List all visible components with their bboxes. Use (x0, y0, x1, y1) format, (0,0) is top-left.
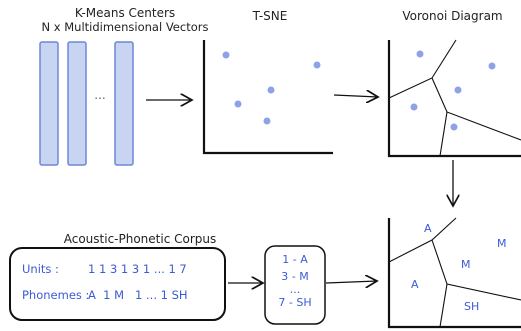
tsne-point (222, 51, 230, 59)
mapping-item: 3 - M (281, 270, 309, 283)
voronoi-plot (387, 39, 521, 158)
voronoi-point (454, 86, 462, 94)
mapping-list: 1 - A 3 - M ... 7 - SH (268, 251, 322, 311)
voronoi-point (410, 103, 418, 111)
tsne-title: T-SNE (252, 9, 288, 23)
voronoi-point (416, 50, 424, 58)
mapping-item: 7 - SH (278, 296, 312, 309)
vector-bar-2 (67, 41, 87, 166)
region-label: A (424, 222, 432, 235)
phonemes-row: Phonemes :A 1 M 1 ... 1 SH (22, 288, 188, 302)
tsne-point (263, 117, 271, 125)
tsne-axes (202, 40, 333, 155)
phonemes-label: Phonemes : (22, 288, 90, 302)
tsne-point (234, 100, 242, 108)
vector-bars (39, 41, 134, 166)
corpus-title: Acoustic-Phonetic Corpus (63, 232, 217, 246)
vector-bar-1 (39, 41, 59, 166)
region-label: SH (464, 300, 480, 313)
voronoi-point (450, 123, 458, 131)
tsne-point (267, 86, 275, 94)
arrow-tsne-to-voronoi (333, 95, 378, 97)
labeled-voronoi-axes (387, 218, 521, 329)
tsne-point (313, 61, 321, 69)
region-label: A (411, 278, 419, 291)
tsne-plot (202, 40, 333, 155)
arrow-mapping-to-voronoi (325, 281, 377, 283)
mapping-box (264, 245, 326, 325)
vector-ellipsis: ... (94, 88, 106, 102)
kmeans-title-line1: K-Means Centers (74, 6, 176, 20)
kmeans-title: K-Means Centers N x Multidimensional Vec… (20, 6, 230, 34)
units-row: Units : 1 1 3 1 3 1 ... 1 7 (22, 262, 187, 276)
voronoi-axes (387, 40, 521, 158)
kmeans-title-line2: N x Multidimensional Vectors (41, 20, 209, 34)
mapping-item: 1 - A (282, 253, 308, 266)
region-label: M (461, 258, 471, 271)
phonemes-value: A 1 M 1 ... 1 SH (88, 288, 188, 302)
region-label: M (497, 237, 507, 250)
labeled-voronoi-plot (387, 217, 521, 329)
voronoi-point (488, 62, 496, 70)
units-label: Units : (22, 262, 59, 276)
mapping-item: ... (289, 283, 301, 296)
units-value: 1 1 3 1 3 1 ... 1 7 (88, 262, 187, 276)
vector-bar-3 (114, 41, 134, 166)
voronoi-title: Voronoi Diagram (402, 9, 503, 23)
corpus-box (9, 247, 226, 321)
